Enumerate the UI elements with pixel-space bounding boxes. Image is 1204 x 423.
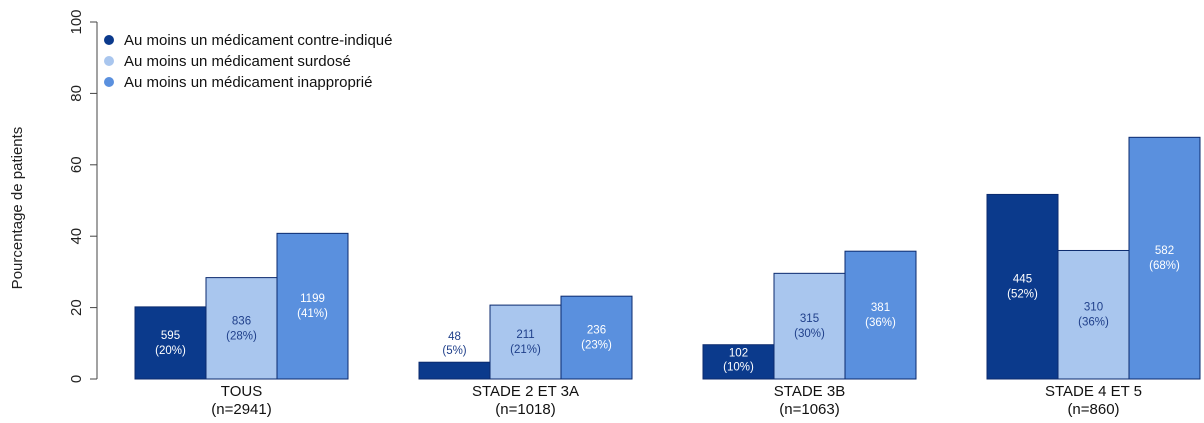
bar bbox=[134, 306, 207, 380]
bar-count-label: 315 bbox=[800, 313, 819, 325]
bar-count-label: 310 bbox=[1084, 302, 1103, 314]
bar-percent-label: (21%) bbox=[510, 344, 541, 356]
bar-percent-label: (10%) bbox=[723, 362, 754, 374]
bar-percent-label: (30%) bbox=[794, 328, 825, 340]
y-tick-label: 100 bbox=[68, 9, 85, 34]
bar-count-label: 381 bbox=[871, 302, 890, 314]
bars: 595 (20%) 836 (28%) 1199 (41%) 48 (5%) 211 (21%) 2… bbox=[134, 136, 1201, 380]
legend-label: Au moins un médicament contre-indiqué bbox=[124, 32, 392, 49]
bar-percent-label: (28%) bbox=[226, 330, 257, 342]
legend-marker bbox=[104, 35, 114, 45]
bar-percent-label: (41%) bbox=[297, 308, 328, 320]
bar-percent-label: (68%) bbox=[1149, 260, 1180, 272]
bar-count-label: 1199 bbox=[300, 293, 325, 305]
bar-count-label: 595 bbox=[161, 330, 180, 342]
legend-marker bbox=[104, 77, 114, 87]
bar-group: 445 (52%) 310 (36%) 582 (68%) bbox=[986, 136, 1201, 380]
bar bbox=[276, 232, 349, 380]
bar-percent-label: (5%) bbox=[442, 345, 466, 357]
x-category-count: (n=1018) bbox=[495, 401, 555, 418]
y-tick-label: 40 bbox=[68, 228, 85, 245]
bar-percent-label: (52%) bbox=[1007, 289, 1038, 301]
x-category-label: TOUS bbox=[221, 383, 262, 400]
x-category-label: STADE 3B bbox=[774, 383, 845, 400]
bar bbox=[418, 361, 491, 380]
bar-group: 48 (5%) 211 (21%) 236 (23%) bbox=[418, 295, 633, 380]
y-axis-title: Pourcentage de patients bbox=[9, 127, 26, 290]
x-category-count: (n=2941) bbox=[211, 401, 271, 418]
x-category-count: (n=860) bbox=[1067, 401, 1119, 418]
y-tick-label: 20 bbox=[68, 299, 85, 316]
bar bbox=[489, 304, 562, 380]
bar-group: 595 (20%) 836 (28%) 1199 (41%) bbox=[134, 232, 349, 380]
bar-percent-label: (36%) bbox=[1078, 317, 1109, 329]
bar bbox=[773, 272, 846, 380]
bar-count-label: 236 bbox=[587, 325, 606, 337]
bar bbox=[1128, 136, 1201, 380]
bar-percent-label: (23%) bbox=[581, 340, 612, 352]
x-category-label: STADE 2 ET 3A bbox=[472, 383, 579, 400]
bar-group: 102 (10%) 315 (30%) 381 (36%) bbox=[702, 250, 917, 380]
bar-count-label: 582 bbox=[1155, 245, 1174, 257]
bar-count-label: 211 bbox=[516, 329, 534, 341]
x-axis-labels: TOUS(n=2941) STADE 2 ET 3A(n=1018) STADE 3… bbox=[211, 383, 1142, 418]
legend-label: Au moins un médicament surdosé bbox=[124, 53, 351, 70]
bar-percent-label: (20%) bbox=[155, 345, 186, 357]
bar-count-label: 102 bbox=[729, 348, 748, 360]
bar bbox=[560, 295, 633, 380]
bar bbox=[205, 277, 278, 380]
y-axis: 0 20 40 60 80 100 bbox=[68, 9, 98, 383]
bar-count-label: 445 bbox=[1013, 274, 1032, 286]
bar-count-label: 836 bbox=[232, 315, 251, 327]
x-category-count: (n=1063) bbox=[779, 401, 839, 418]
legend-marker bbox=[104, 56, 114, 66]
y-tick-label: 0 bbox=[68, 375, 85, 383]
bar bbox=[702, 344, 775, 380]
x-category-label: STADE 4 ET 5 bbox=[1045, 383, 1142, 400]
bar bbox=[986, 193, 1059, 380]
bar bbox=[844, 250, 917, 380]
y-tick-label: 60 bbox=[68, 156, 85, 173]
y-tick-label: 80 bbox=[68, 85, 85, 102]
legend-label: Au moins un médicament inapproprié bbox=[124, 74, 372, 91]
bar-count-label: 48 bbox=[448, 331, 461, 343]
legend: Au moins un médicament contre-indiqué Au … bbox=[104, 32, 392, 91]
bar-percent-label: (36%) bbox=[865, 317, 896, 329]
bar bbox=[1057, 249, 1130, 380]
